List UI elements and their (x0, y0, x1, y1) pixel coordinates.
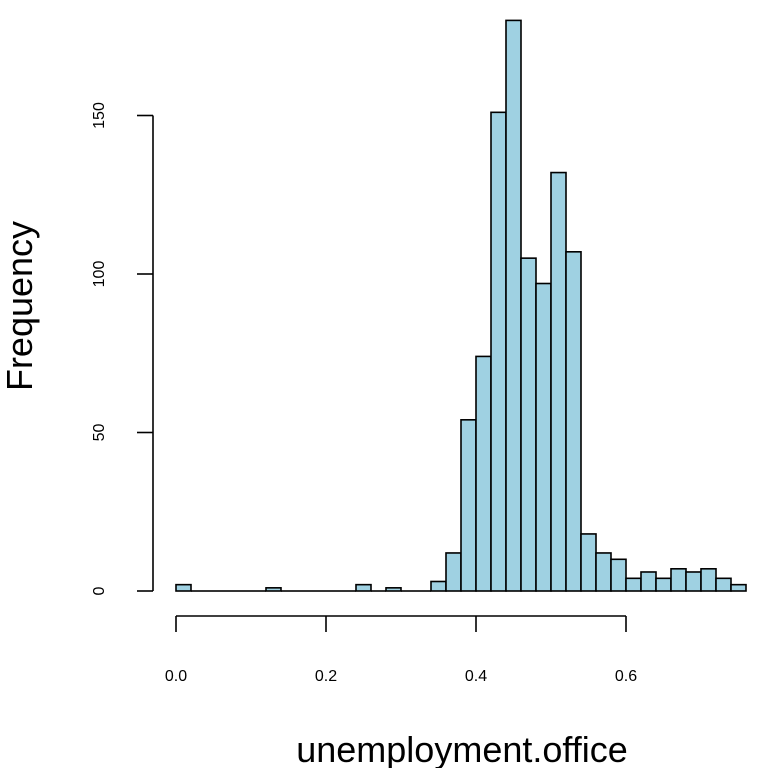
histogram-bar (580, 533, 597, 592)
histogram-bar (685, 571, 702, 592)
histogram-bar (445, 552, 462, 592)
histogram-bar (715, 577, 732, 592)
histogram-bar (565, 251, 582, 592)
x-tick-label: 0.6 (615, 668, 637, 685)
histogram-bar (700, 568, 717, 592)
y-tick-label: 50 (91, 424, 108, 442)
histogram-bar (730, 583, 747, 592)
histogram-bar (385, 587, 402, 592)
y-tick-label: 0 (91, 586, 108, 595)
y-axis-title: Frequency (0, 221, 40, 391)
y-tick-label: 100 (91, 261, 108, 288)
y-axis: 0 50 100 150 (91, 102, 154, 595)
x-tick-label: 0.0 (165, 668, 187, 685)
histogram-bar (595, 552, 612, 592)
histogram-bar (460, 419, 477, 592)
histogram-bar (355, 583, 372, 592)
histogram-bar (610, 558, 627, 592)
bars-group (175, 19, 747, 592)
histogram-bar (490, 111, 507, 592)
histogram-bar (670, 568, 687, 592)
histogram-bar (265, 587, 282, 592)
x-tick-label: 0.2 (315, 668, 337, 685)
histogram-bar (520, 257, 537, 592)
histogram-bar (505, 19, 522, 592)
histogram-bar (175, 583, 192, 592)
y-tick-label: 150 (91, 102, 108, 129)
histogram-bar (535, 282, 552, 592)
histogram-bar (655, 577, 672, 592)
x-axis-title: unemployment.office (296, 729, 628, 768)
histogram-bar (625, 577, 642, 592)
histogram-bar (550, 171, 567, 592)
x-tick-label: 0.4 (465, 668, 487, 685)
histogram-bar (640, 571, 657, 592)
x-axis: 0.0 0.2 0.4 0.6 (165, 615, 637, 685)
histogram-bar (475, 355, 492, 592)
histogram-bar (430, 580, 447, 592)
